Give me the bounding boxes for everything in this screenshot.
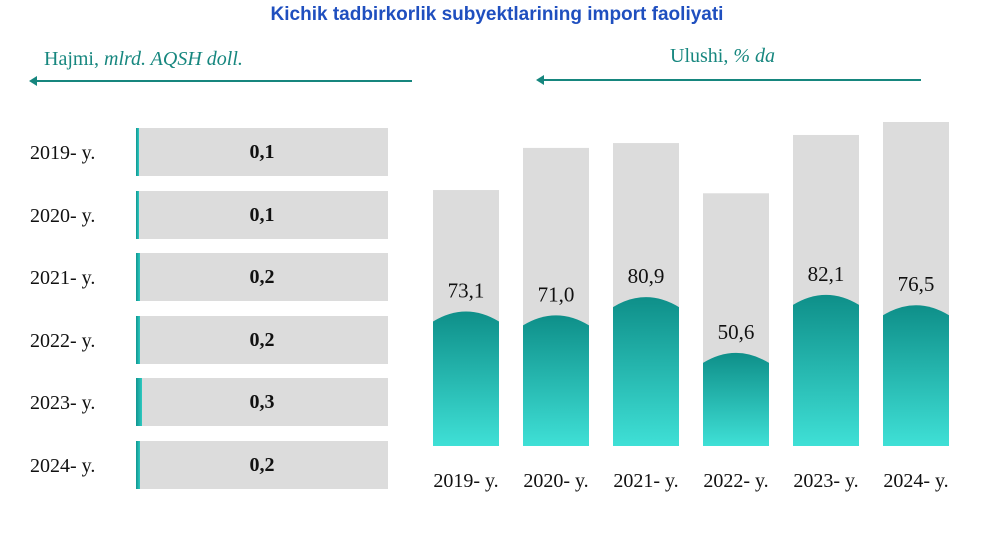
share-year-label: 2024- y. [883,470,948,492]
volume-bar-row: 2020- y. 0,1 [0,190,400,243]
volume-bar [136,440,141,489]
left-header-unit: mlrd. AQSH doll. [104,48,243,70]
volume-bar-track [136,128,388,176]
share-bar [523,315,589,446]
volume-bar [136,253,141,301]
volume-year-label: 2019- y. [30,142,96,164]
share-bar [613,297,679,446]
share-year-label: 2022- y. [703,470,768,492]
share-value-label: 82,1 [808,262,845,286]
volume-bar-row: 2023- y. 0,3 [0,378,400,430]
volume-bar [136,190,139,239]
left-header-prefix: Hajmi, [44,48,104,70]
share-value-label: 76,5 [898,272,935,296]
share-value-label: 80,9 [628,264,665,288]
right-panel-header: Ulushi, % da [670,45,775,68]
volume-bar-row: 2021- y. 0,2 [0,253,400,305]
right-header-prefix: Ulushi, [670,45,734,67]
volume-bar-track [136,253,388,301]
right-header-rule [536,75,921,85]
volume-bar-row: 2024- y. 0,2 [0,440,400,493]
share-year-label: 2019- y. [433,470,498,492]
share-bar [883,305,949,446]
left-panel-header: Hajmi, mlrd. AQSH doll. [44,48,243,71]
share-year-label: 2023- y. [793,470,858,492]
volume-value-label: 0,1 [249,141,275,163]
left-arrow-icon [29,76,37,86]
volume-bar-track [136,440,388,489]
right-header-unit: % da [733,45,776,67]
volume-bar-track [136,315,388,364]
volume-year-label: 2022- y. [30,329,96,352]
volume-value-label: 0,3 [249,391,275,413]
volume-bar [136,315,141,364]
volume-bar-row: 2019- y. 0,1 [0,128,400,180]
volume-bar-track [136,190,388,239]
volume-year-label: 2020- y. [30,204,96,227]
share-value-label: 50,6 [718,320,755,344]
share-bar [703,352,769,446]
share-bar [793,294,859,446]
left-header-rule [29,76,412,86]
share-bar [433,311,499,446]
volume-year-label: 2024- y. [30,454,96,477]
share-value-label: 73,1 [448,278,485,302]
chart-title: Kichik tadbirkorlik subyektlarining impo… [270,4,724,25]
volume-value-label: 0,2 [249,328,275,351]
volume-bar [136,128,139,176]
volume-bar-track [136,378,388,426]
volume-value-label: 0,1 [249,203,275,226]
volume-value-label: 0,2 [249,453,275,476]
volume-bar-row: 2022- y. 0,2 [0,315,400,368]
share-year-label: 2020- y. [523,470,588,492]
volume-year-label: 2021- y. [30,267,96,289]
volume-value-label: 0,2 [249,266,275,288]
volume-bar [136,378,143,426]
left-arrow-icon [536,75,544,85]
share-year-label: 2021- y. [613,470,678,492]
volume-year-label: 2023- y. [30,392,96,414]
share-value-label: 71,0 [538,282,575,306]
